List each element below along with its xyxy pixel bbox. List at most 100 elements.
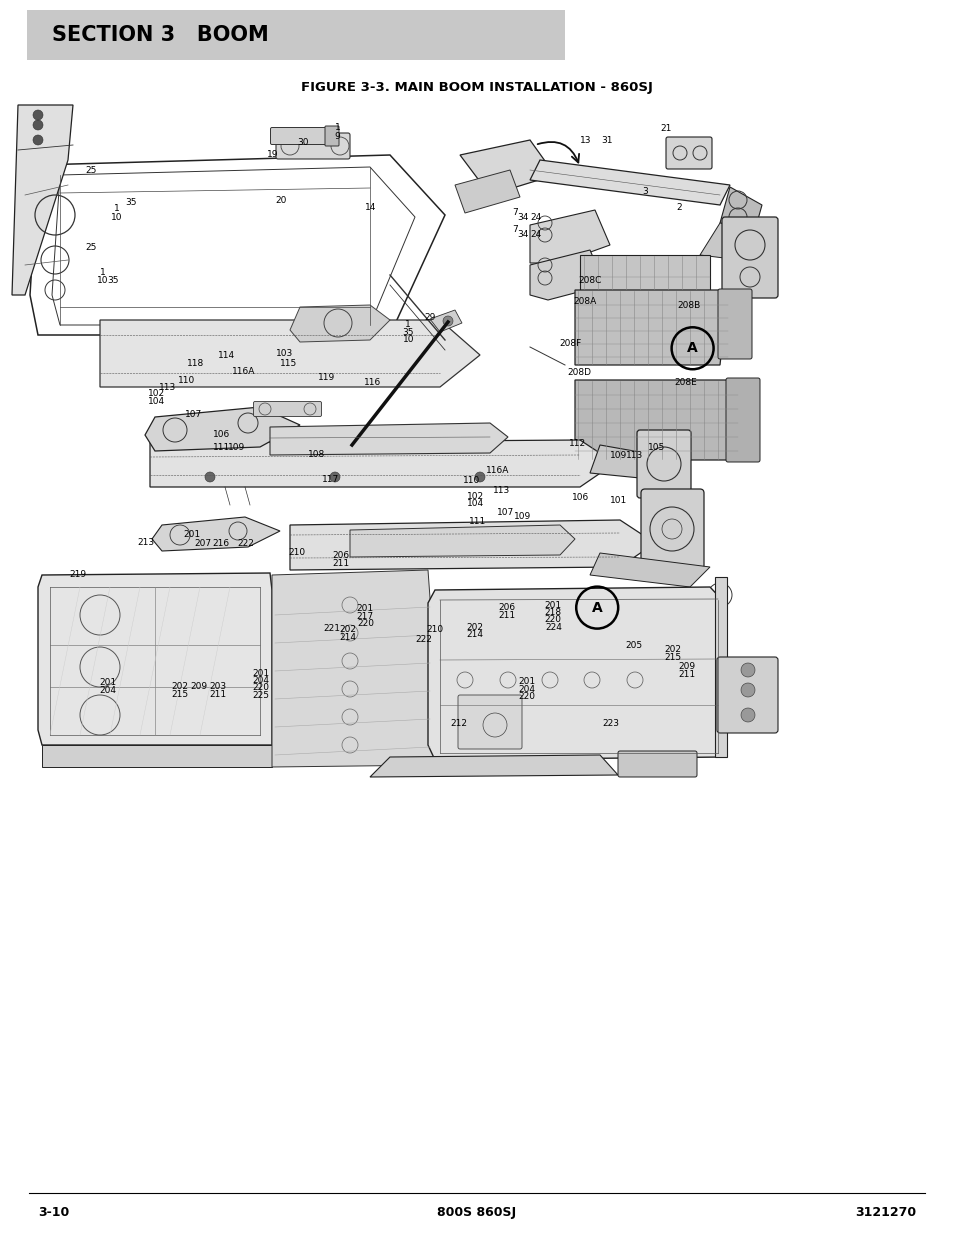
Text: 220: 220 bbox=[252, 683, 269, 693]
Circle shape bbox=[205, 472, 214, 482]
Text: 106: 106 bbox=[213, 430, 230, 440]
Circle shape bbox=[33, 110, 43, 120]
FancyBboxPatch shape bbox=[618, 751, 697, 777]
Text: 3-10: 3-10 bbox=[38, 1207, 70, 1219]
Text: 31: 31 bbox=[600, 136, 612, 146]
Text: 116A: 116A bbox=[486, 466, 509, 475]
Polygon shape bbox=[348, 440, 357, 451]
Text: 210: 210 bbox=[426, 625, 443, 635]
FancyBboxPatch shape bbox=[721, 217, 778, 298]
Text: 207: 207 bbox=[194, 538, 212, 548]
Text: 208F: 208F bbox=[558, 338, 581, 348]
Text: 25: 25 bbox=[85, 242, 96, 252]
Circle shape bbox=[33, 120, 43, 130]
Text: 201: 201 bbox=[517, 677, 535, 687]
Text: 104: 104 bbox=[466, 499, 483, 509]
Polygon shape bbox=[38, 573, 272, 745]
Text: 215: 215 bbox=[172, 689, 189, 699]
Text: 201: 201 bbox=[99, 678, 116, 688]
Text: 113: 113 bbox=[159, 383, 176, 393]
Text: 1
9: 1 9 bbox=[335, 122, 340, 142]
Text: 109: 109 bbox=[228, 442, 245, 452]
FancyBboxPatch shape bbox=[253, 401, 321, 416]
Text: 214: 214 bbox=[466, 630, 483, 640]
FancyArrowPatch shape bbox=[537, 142, 578, 163]
Text: 116: 116 bbox=[364, 378, 381, 388]
Circle shape bbox=[442, 316, 453, 326]
Text: 29: 29 bbox=[424, 312, 436, 322]
Text: 202: 202 bbox=[466, 622, 483, 632]
Text: 202: 202 bbox=[663, 645, 680, 655]
Text: 25: 25 bbox=[85, 165, 96, 175]
Text: 107: 107 bbox=[185, 410, 202, 420]
Text: 14: 14 bbox=[364, 203, 375, 212]
Text: 203: 203 bbox=[209, 682, 226, 692]
Text: 210: 210 bbox=[288, 547, 305, 557]
Polygon shape bbox=[370, 755, 618, 777]
Polygon shape bbox=[455, 170, 519, 212]
Bar bbox=[27, 10, 564, 61]
Text: 204: 204 bbox=[99, 685, 116, 695]
Text: FIGURE 3-3. MAIN BOOM INSTALLATION - 860SJ: FIGURE 3-3. MAIN BOOM INSTALLATION - 860… bbox=[301, 80, 652, 94]
Text: 211: 211 bbox=[678, 669, 695, 679]
Polygon shape bbox=[530, 161, 729, 205]
Polygon shape bbox=[42, 745, 272, 767]
Text: 800S 860SJ: 800S 860SJ bbox=[437, 1207, 516, 1219]
Text: 10: 10 bbox=[97, 275, 109, 285]
Text: 1: 1 bbox=[405, 320, 411, 330]
Text: 1: 1 bbox=[113, 204, 119, 214]
Text: 222: 222 bbox=[237, 538, 254, 548]
Text: 220: 220 bbox=[356, 619, 374, 629]
Circle shape bbox=[330, 472, 339, 482]
FancyBboxPatch shape bbox=[718, 289, 751, 359]
Text: 212: 212 bbox=[450, 719, 467, 729]
Polygon shape bbox=[589, 553, 709, 587]
Text: 202: 202 bbox=[339, 625, 356, 635]
Text: 116A: 116A bbox=[232, 367, 254, 377]
Text: 117: 117 bbox=[322, 474, 339, 484]
Circle shape bbox=[33, 135, 43, 144]
FancyBboxPatch shape bbox=[714, 577, 726, 757]
Text: 107: 107 bbox=[497, 508, 514, 517]
Text: 106: 106 bbox=[572, 493, 589, 503]
Text: 13: 13 bbox=[579, 136, 591, 146]
FancyBboxPatch shape bbox=[725, 378, 760, 462]
Polygon shape bbox=[290, 305, 390, 342]
Text: 211: 211 bbox=[497, 610, 515, 620]
Polygon shape bbox=[720, 186, 761, 230]
Polygon shape bbox=[270, 424, 507, 454]
Text: 7: 7 bbox=[512, 225, 517, 235]
Text: 211: 211 bbox=[209, 689, 226, 699]
Text: 215: 215 bbox=[663, 652, 680, 662]
Text: 30: 30 bbox=[297, 137, 309, 147]
Text: 111: 111 bbox=[213, 442, 230, 452]
Text: 220: 220 bbox=[544, 615, 561, 625]
Text: 3121270: 3121270 bbox=[854, 1207, 915, 1219]
Text: 10: 10 bbox=[402, 335, 414, 345]
Polygon shape bbox=[530, 210, 609, 263]
Polygon shape bbox=[150, 440, 615, 487]
Text: 10: 10 bbox=[111, 212, 122, 222]
Text: 216: 216 bbox=[213, 538, 230, 548]
Text: 214: 214 bbox=[339, 632, 356, 642]
Text: 204: 204 bbox=[252, 676, 269, 685]
Polygon shape bbox=[459, 140, 555, 195]
Text: 110: 110 bbox=[462, 475, 479, 485]
Text: 206: 206 bbox=[497, 603, 515, 613]
Text: 118: 118 bbox=[187, 358, 204, 368]
Text: 206: 206 bbox=[332, 551, 349, 561]
Circle shape bbox=[740, 683, 754, 697]
FancyBboxPatch shape bbox=[665, 137, 711, 169]
Polygon shape bbox=[290, 520, 655, 571]
FancyBboxPatch shape bbox=[717, 657, 778, 734]
FancyBboxPatch shape bbox=[457, 695, 521, 748]
Text: 103: 103 bbox=[275, 348, 293, 358]
Text: 223: 223 bbox=[601, 719, 618, 729]
Text: 219: 219 bbox=[70, 569, 87, 579]
Polygon shape bbox=[575, 290, 727, 366]
Text: 101: 101 bbox=[609, 495, 626, 505]
Text: 221: 221 bbox=[323, 624, 340, 634]
Text: 204: 204 bbox=[517, 684, 535, 694]
Text: 225: 225 bbox=[252, 690, 269, 700]
Text: 209: 209 bbox=[678, 662, 695, 672]
